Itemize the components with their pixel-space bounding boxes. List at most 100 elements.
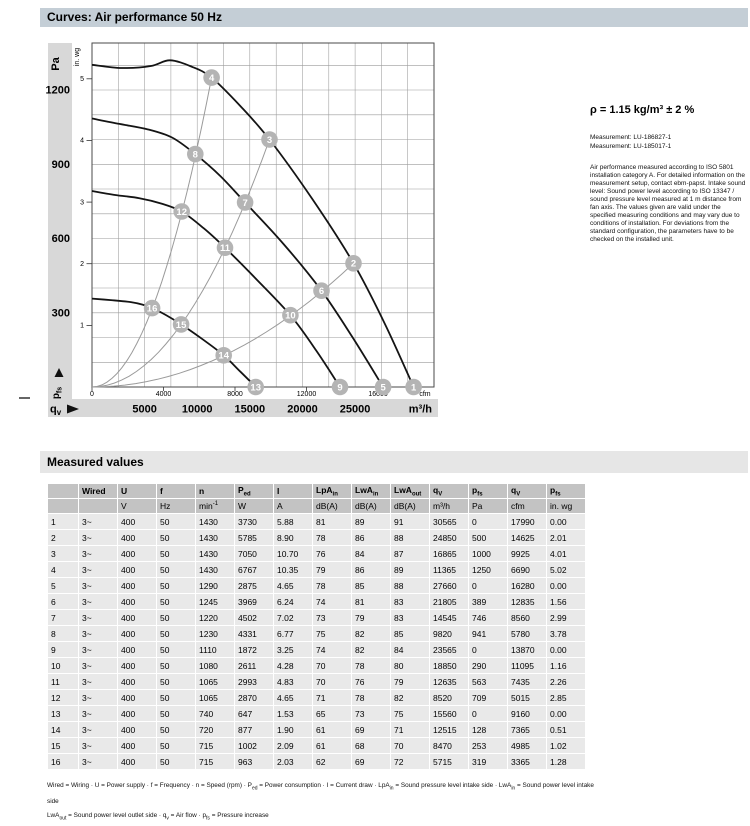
operating-point-marker-12: 12 — [173, 203, 190, 220]
table-cell: 78 — [313, 530, 351, 545]
table-cell: 3~ — [79, 594, 117, 609]
table-cell: 82 — [391, 690, 429, 705]
table-cell: 3~ — [79, 706, 117, 721]
svg-text:9: 9 — [337, 382, 342, 393]
table-cell: 400 — [118, 706, 156, 721]
table-cell: 27660 — [430, 578, 468, 593]
column-header: cfm — [508, 499, 546, 513]
table-cell: 941 — [469, 626, 507, 641]
cfm-tick-label: 4000 — [156, 391, 172, 398]
table-cell: 50 — [157, 690, 195, 705]
table-cell: 1.28 — [547, 754, 585, 769]
column-header: Pa — [469, 499, 507, 513]
table-cell: 8.90 — [274, 530, 312, 545]
svg-text:4: 4 — [209, 73, 215, 84]
table-row: 11 3~ 400 50 1065 2993 4.83 70 76 79 12635 563 7435 2… — [48, 674, 585, 689]
table-cell: 2870 — [235, 690, 273, 705]
table-cell: 647 — [235, 706, 273, 721]
table-cell: 3~ — [79, 738, 117, 753]
table-cell: 8560 — [508, 610, 546, 625]
table-cell: 15 — [48, 738, 78, 753]
table-cell: 11 — [48, 674, 78, 689]
table-cell: 30565 — [430, 514, 468, 529]
table-cell: 1430 — [196, 530, 234, 545]
table-cell: 290 — [469, 658, 507, 673]
table-cell: 6767 — [235, 562, 273, 577]
table-cell: 12 — [48, 690, 78, 705]
table-cell: 5.88 — [274, 514, 312, 529]
table-cell: 81 — [313, 514, 351, 529]
column-header: dB(A) — [313, 499, 351, 513]
table-cell: 91 — [391, 514, 429, 529]
table-cell: 1.56 — [547, 594, 585, 609]
curves-title: Curves: Air performance 50 Hz — [47, 10, 222, 24]
m3h-tick-label: 25000 — [340, 404, 371, 416]
table-row: 6 3~ 400 50 1245 3969 6.24 74 81 83 21805 389 12835 1… — [48, 594, 585, 609]
table-cell: 3~ — [79, 578, 117, 593]
table-cell: 50 — [157, 754, 195, 769]
operating-point-marker-5: 5 — [374, 378, 392, 396]
operating-point-marker-11: 11 — [216, 239, 234, 256]
table-cell: 12635 — [430, 674, 468, 689]
table-cell: 0.00 — [547, 514, 585, 529]
table-cell: 79 — [352, 610, 390, 625]
column-header: LwAin — [352, 484, 390, 498]
table-cell: 740 — [196, 706, 234, 721]
table-cell: 8520 — [430, 690, 468, 705]
table-cell: 16 — [48, 754, 78, 769]
table-cell: 50 — [157, 594, 195, 609]
svg-text:13: 13 — [250, 382, 261, 393]
table-cell: 1065 — [196, 690, 234, 705]
table-cell: 2.99 — [547, 610, 585, 625]
table-cell: 3~ — [79, 514, 117, 529]
operating-point-marker-14: 14 — [215, 347, 232, 364]
pa-unit-label: Pa — [50, 56, 62, 70]
table-cell: 720 — [196, 722, 234, 737]
table-cell: 3~ — [79, 722, 117, 737]
table-cell: 2.01 — [547, 530, 585, 545]
table-cell: 82 — [352, 642, 390, 657]
column-header: U — [118, 484, 156, 498]
table-cell: 3~ — [79, 754, 117, 769]
table-cell: 74 — [313, 642, 351, 657]
inwg-tick-label: 5 — [80, 76, 84, 83]
table-cell: 3~ — [79, 610, 117, 625]
page-margin-mark — [19, 397, 30, 399]
table-cell: 7365 — [508, 722, 546, 737]
table-cell: 0.51 — [547, 722, 585, 737]
table-cell: 1430 — [196, 546, 234, 561]
table-cell: 128 — [469, 722, 507, 737]
column-header: Wired — [79, 484, 117, 498]
table-cell: 83 — [391, 610, 429, 625]
inwg-tick-label: 4 — [80, 138, 84, 145]
inwg-unit-label: in. wg — [74, 48, 81, 66]
table-cell: 10.70 — [274, 546, 312, 561]
table-cell: 400 — [118, 722, 156, 737]
table-cell: 2611 — [235, 658, 273, 673]
table-cell: 1430 — [196, 562, 234, 577]
y-axis-arrow-icon — [54, 368, 64, 377]
table-cell: 0 — [469, 642, 507, 657]
table-cell: 61 — [313, 738, 351, 753]
table-cell: 5785 — [235, 530, 273, 545]
operating-point-marker-3: 3 — [261, 131, 278, 148]
table-row: 8 3~ 400 50 1230 4331 6.77 75 82 85 9820 941 5780 3.7… — [48, 626, 585, 641]
table-cell: 5015 — [508, 690, 546, 705]
table-cell: 9 — [48, 642, 78, 657]
table-row: 1 3~ 400 50 1430 3730 5.88 81 89 91 30565 0 17990 0.0… — [48, 514, 585, 529]
measured-values-bar: Measured values — [40, 451, 748, 473]
table-cell: 1080 — [196, 658, 234, 673]
table-cell: 746 — [469, 610, 507, 625]
table-cell: 24850 — [430, 530, 468, 545]
table-cell: 4502 — [235, 610, 273, 625]
table-cell: 73 — [352, 706, 390, 721]
column-header — [79, 499, 117, 513]
table-cell: 89 — [391, 562, 429, 577]
table-cell: 4 — [48, 562, 78, 577]
column-header: min-1 — [196, 499, 234, 513]
table-cell: 400 — [118, 754, 156, 769]
svg-text:14: 14 — [218, 351, 229, 362]
cfm-unit-label: cfm — [419, 391, 430, 398]
table-cell: 89 — [352, 514, 390, 529]
